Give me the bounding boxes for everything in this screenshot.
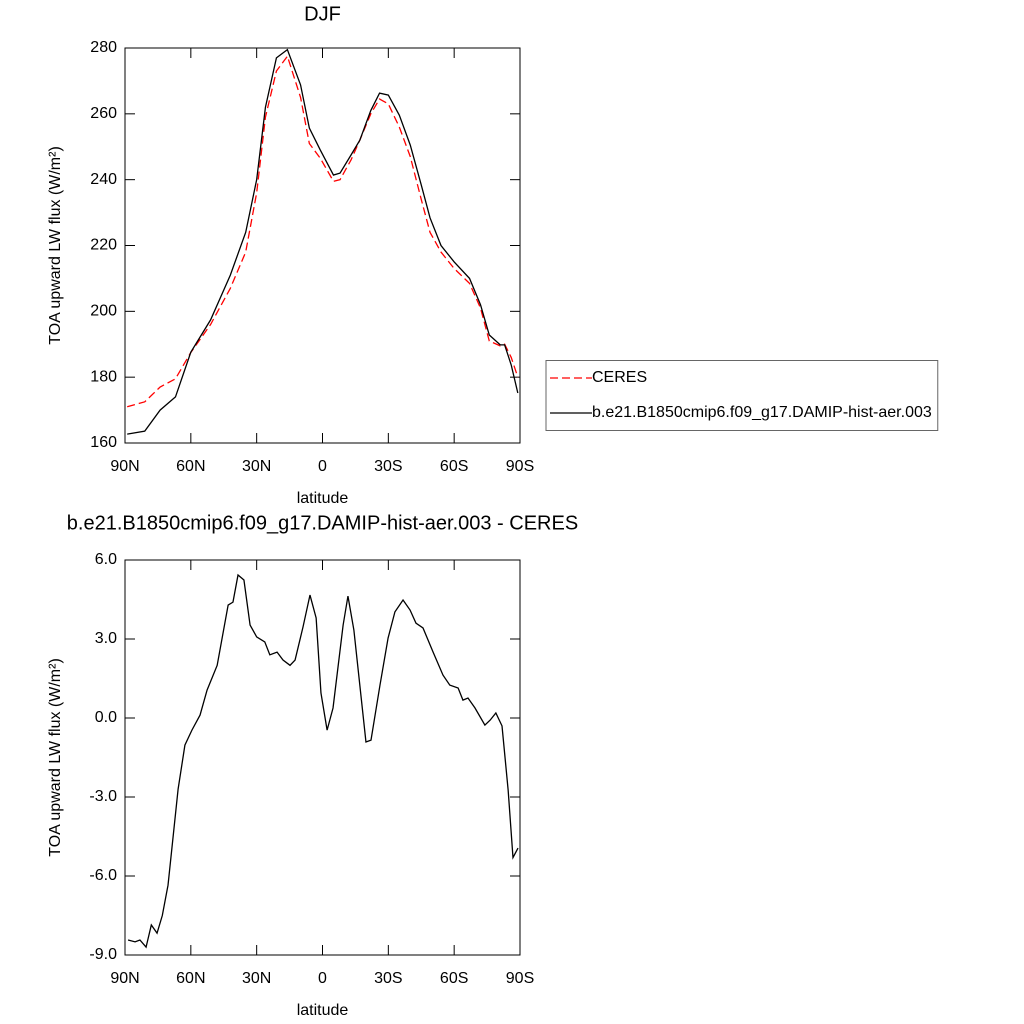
- x-tick-label: 30N: [242, 970, 271, 987]
- y-axis-label: TOA upward LW flux (W/m²): [47, 146, 64, 345]
- chart-title: DJF: [304, 3, 341, 25]
- y-tick-label: -6.0: [89, 867, 117, 884]
- x-axis-label: latitude: [297, 1002, 349, 1019]
- legend-label: CERES: [592, 369, 647, 386]
- y-tick-label: 6.0: [95, 551, 117, 568]
- x-tick-label: 0: [318, 458, 327, 475]
- legend-label: b.e21.B1850cmip6.f09_g17.DAMIP-hist-aer.…: [592, 404, 932, 421]
- data-line: [127, 573, 519, 949]
- x-tick-label: 60N: [176, 970, 205, 987]
- y-tick-label: 200: [90, 303, 117, 320]
- legend: CERES b.e21.B1850cmip6.f09_g17.DAMIP-hist…: [545, 360, 939, 431]
- x-tick-label: 60N: [176, 458, 205, 475]
- x-tick-label: 60S: [440, 458, 468, 475]
- x-tick-label: 30S: [374, 970, 402, 987]
- x-tick-label: 30N: [242, 458, 271, 475]
- y-tick-label: 260: [90, 105, 117, 122]
- legend-box: [545, 360, 939, 431]
- data-line: [127, 48, 519, 435]
- y-tick-label: 280: [90, 39, 117, 56]
- y-tick-label: -9.0: [89, 946, 117, 963]
- x-tick-label: 90N: [110, 458, 139, 475]
- x-tick-label: 90S: [506, 970, 534, 987]
- y-tick-label: 240: [90, 171, 117, 188]
- x-tick-label: 60S: [440, 970, 468, 987]
- y-tick-label: -3.0: [89, 788, 117, 805]
- chart-title: b.e21.B1850cmip6.f09_g17.DAMIP-hist-aer.…: [67, 512, 578, 534]
- y-tick-label: 180: [90, 368, 117, 385]
- y-tick-label: 220: [90, 237, 117, 254]
- plot-frame: [124, 47, 521, 444]
- y-tick-label: 160: [90, 434, 117, 451]
- x-tick-label: 0: [318, 970, 327, 987]
- plot-frame: [124, 559, 521, 956]
- x-tick-label: 90S: [506, 458, 534, 475]
- x-tick-label: 90N: [110, 970, 139, 987]
- y-tick-label: 3.0: [95, 630, 117, 647]
- x-axis-label: latitude: [297, 490, 349, 507]
- y-tick-label: 0.0: [95, 709, 117, 726]
- x-tick-label: 30S: [374, 458, 402, 475]
- data-line: [127, 54, 519, 408]
- y-axis-label: TOA upward LW flux (W/m²): [47, 658, 64, 857]
